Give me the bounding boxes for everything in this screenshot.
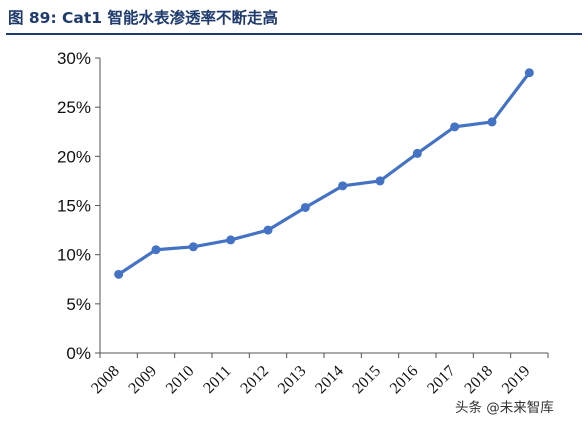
chart-title: 图 89: Cat1 智能水表渗透率不断走高 [8, 9, 278, 27]
x-tick-label: 2016 [387, 362, 422, 397]
x-tick-label: 2017 [424, 362, 459, 397]
x-tick-label: 2019 [499, 362, 534, 397]
data-point [375, 176, 385, 186]
title-underline [6, 33, 582, 35]
y-tick-label: 20% [57, 147, 91, 166]
y-tick-label: 15% [57, 197, 91, 216]
data-point [226, 235, 236, 245]
x-tick-label: 2008 [88, 362, 123, 397]
x-tick-label: 2009 [125, 362, 160, 397]
y-tick-label: 0% [66, 344, 91, 363]
data-point [300, 202, 310, 212]
data-point [151, 245, 161, 255]
watermark-text: 头条 @未来智库 [455, 400, 554, 416]
x-tick-label: 2014 [312, 362, 347, 397]
x-tick-label: 2015 [349, 362, 384, 397]
x-tick-label: 2010 [163, 362, 198, 397]
data-point [114, 269, 124, 279]
x-tick-label: 2011 [200, 363, 234, 397]
series-line [117, 71, 531, 276]
x-tick-label: 2012 [237, 362, 272, 397]
data-point [412, 148, 422, 158]
y-tick-label: 10% [57, 246, 91, 265]
y-tick-label: 25% [57, 98, 91, 117]
x-tick-label: 2018 [461, 362, 496, 397]
data-point [338, 181, 348, 191]
data-point [263, 225, 273, 235]
x-tick-label: 2013 [275, 362, 310, 397]
data-point [450, 122, 460, 132]
data-point [487, 117, 497, 127]
y-tick-label: 30% [57, 49, 91, 68]
data-point [188, 242, 198, 252]
data-point [524, 68, 534, 78]
y-tick-label: 5% [66, 295, 91, 314]
